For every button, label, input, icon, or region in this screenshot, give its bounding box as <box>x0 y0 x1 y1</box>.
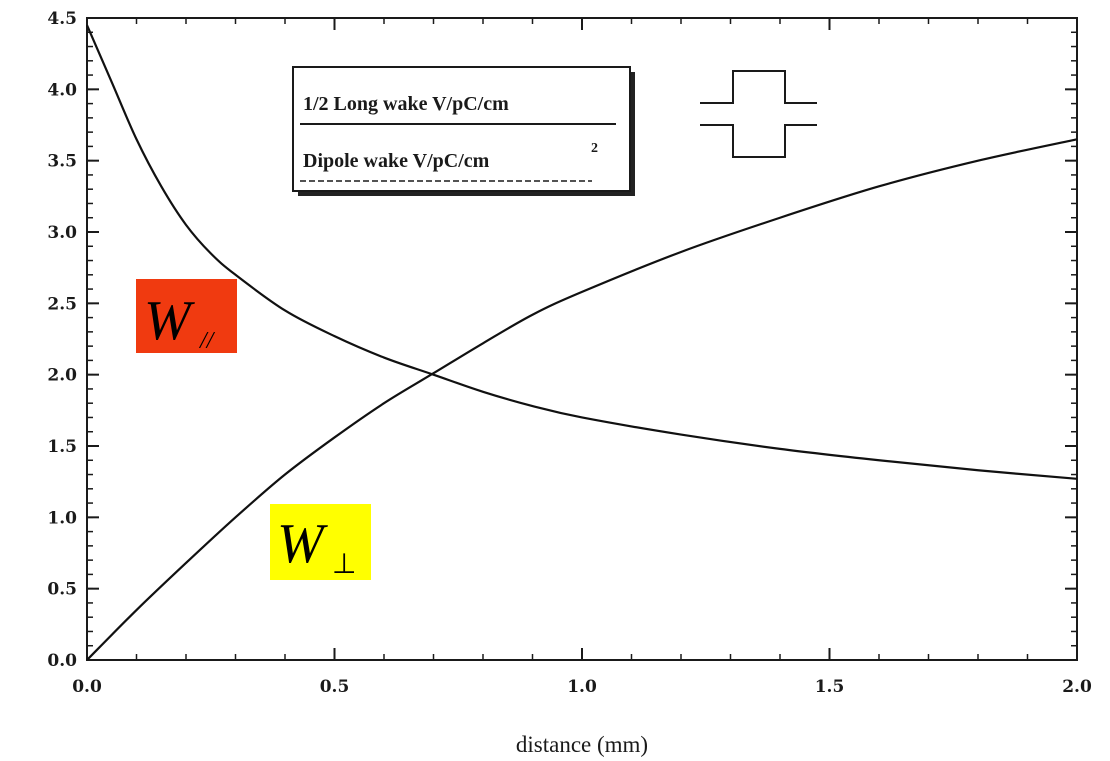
y-tick-label: 0.0 <box>47 651 77 671</box>
y-tick-label: 3.0 <box>47 223 77 243</box>
annotation-w-parallel-main: W <box>144 290 195 352</box>
y-tick-labels: 0.0 0.5 1.0 1.5 2.0 2.5 3.0 3.5 4.0 4.5 <box>47 9 77 671</box>
axis-ticks <box>86 17 1078 661</box>
y-tick-label: 4.5 <box>47 9 77 29</box>
annotation-w-perp-bg <box>270 504 371 580</box>
x-tick-labels: 0.0 0.5 1.0 1.5 2.0 <box>72 677 1092 697</box>
y-tick-label: 0.5 <box>47 580 77 600</box>
legend-entry-long-wake: 1/2 Long wake V/pC/cm <box>303 93 509 115</box>
curves <box>85 24 1078 661</box>
annotation-w-perp: W ⊥ <box>270 504 371 580</box>
x-tick-label: 1.0 <box>567 677 597 697</box>
x-axis-title: distance (mm) <box>516 732 648 757</box>
annotation-w-perp-sub: ⊥ <box>332 549 356 580</box>
y-tick-label: 3.5 <box>47 152 77 172</box>
annotation-w-parallel: W // <box>136 279 237 354</box>
legend-box <box>292 66 631 192</box>
y-tick-label: 2.5 <box>47 294 77 314</box>
y-tick-label: 1.0 <box>47 508 77 528</box>
y-tick-label: 2.0 <box>47 366 77 386</box>
annotation-w-parallel-sub: // <box>198 328 216 354</box>
legend-superscript: 2 <box>591 141 598 156</box>
series-long-wake-curve <box>85 24 1078 480</box>
x-tick-label: 0.5 <box>320 677 350 697</box>
series-dipole-wake-curve <box>86 138 1078 661</box>
legend-entry-dipole-wake: Dipole wake V/pC/cm <box>303 150 490 172</box>
x-tick-label: 0.0 <box>72 677 102 697</box>
legend: 1/2 Long wake V/pC/cm Dipole wake V/pC/c… <box>292 66 635 196</box>
y-tick-label: 4.0 <box>47 80 77 100</box>
annotation-w-perp-main: W <box>277 513 328 575</box>
x-tick-label: 1.5 <box>815 677 845 697</box>
x-tick-label: 2.0 <box>1062 677 1092 697</box>
step-geometry-icon <box>700 70 817 158</box>
y-tick-label: 1.5 <box>47 437 77 457</box>
annotation-w-parallel-bg <box>136 279 237 353</box>
